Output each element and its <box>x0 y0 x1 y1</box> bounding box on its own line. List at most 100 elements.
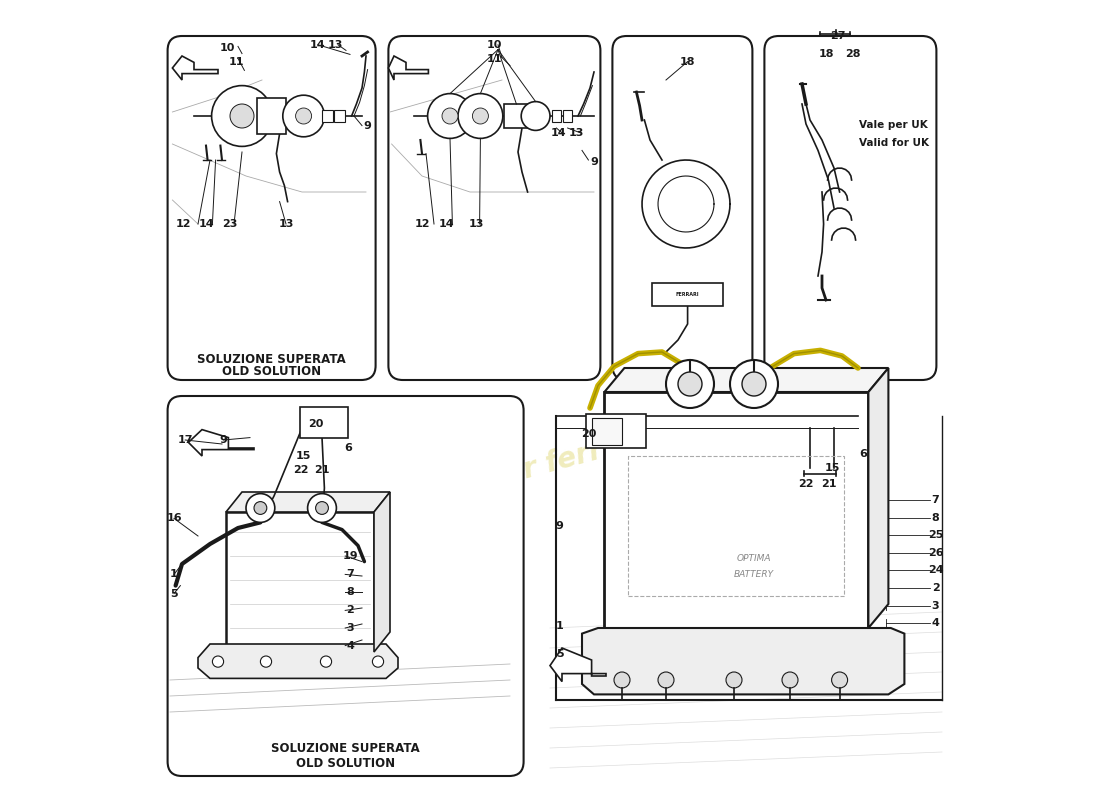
Text: 9: 9 <box>556 522 563 531</box>
Text: OLD SOLUTION: OLD SOLUTION <box>296 757 395 770</box>
Text: 20: 20 <box>308 419 323 429</box>
FancyBboxPatch shape <box>613 36 752 380</box>
Bar <box>334 110 345 122</box>
Circle shape <box>521 102 550 130</box>
Text: 13: 13 <box>278 219 294 229</box>
Text: 13: 13 <box>469 219 484 229</box>
Circle shape <box>230 104 254 128</box>
Text: SOLUZIONE SUPERATA: SOLUZIONE SUPERATA <box>197 353 346 366</box>
Bar <box>551 110 561 122</box>
Bar <box>563 110 572 122</box>
Text: 16: 16 <box>166 514 182 523</box>
Text: OLD SOLUTION: OLD SOLUTION <box>222 365 321 378</box>
Text: 5: 5 <box>556 649 563 658</box>
Text: 24: 24 <box>927 566 944 575</box>
Bar <box>604 392 868 628</box>
Text: 21: 21 <box>315 465 330 474</box>
Text: 14: 14 <box>309 40 324 50</box>
Text: 19: 19 <box>342 551 358 561</box>
Text: 8: 8 <box>932 513 939 522</box>
Text: 8: 8 <box>346 587 354 597</box>
Circle shape <box>726 672 742 688</box>
Bar <box>226 512 374 652</box>
Text: 26: 26 <box>927 548 944 558</box>
Bar <box>628 456 845 596</box>
Polygon shape <box>374 492 390 652</box>
Text: 14: 14 <box>438 219 454 229</box>
Circle shape <box>316 502 329 514</box>
Text: passion for ferraris.com: passion for ferraris.com <box>365 402 735 526</box>
Text: 9: 9 <box>364 121 372 130</box>
Text: 17: 17 <box>177 435 192 445</box>
Text: 11: 11 <box>229 58 244 67</box>
Circle shape <box>742 372 766 396</box>
Polygon shape <box>198 644 398 678</box>
Bar <box>652 283 723 306</box>
Text: BATTERY: BATTERY <box>734 570 774 579</box>
Circle shape <box>782 672 797 688</box>
Text: 3: 3 <box>932 601 939 610</box>
Text: 4: 4 <box>346 641 354 650</box>
Circle shape <box>614 672 630 688</box>
Text: 11: 11 <box>486 54 502 64</box>
Polygon shape <box>582 628 904 694</box>
Text: 1: 1 <box>170 570 178 579</box>
Text: 21: 21 <box>821 479 836 489</box>
Text: 3: 3 <box>346 623 354 633</box>
Circle shape <box>254 502 267 514</box>
Text: 12: 12 <box>415 219 430 229</box>
Text: 14: 14 <box>550 128 565 138</box>
Polygon shape <box>173 56 218 80</box>
Polygon shape <box>388 56 428 80</box>
Text: OPTIMA: OPTIMA <box>737 554 771 563</box>
Polygon shape <box>868 368 889 628</box>
Text: 2: 2 <box>346 606 354 615</box>
Text: FERRARI: FERRARI <box>675 292 700 297</box>
Circle shape <box>320 656 331 667</box>
Text: 20: 20 <box>581 429 596 438</box>
Text: 28: 28 <box>845 49 860 58</box>
Circle shape <box>246 494 275 522</box>
Text: 10: 10 <box>220 43 235 53</box>
Circle shape <box>261 656 272 667</box>
Circle shape <box>472 108 488 124</box>
Circle shape <box>678 372 702 396</box>
Bar <box>322 110 333 122</box>
Text: 10: 10 <box>486 40 502 50</box>
Text: 14: 14 <box>198 219 213 229</box>
Text: 4: 4 <box>932 618 939 628</box>
FancyBboxPatch shape <box>167 396 524 776</box>
Circle shape <box>428 94 472 138</box>
Text: 18: 18 <box>818 49 834 58</box>
Text: 5: 5 <box>170 589 178 598</box>
FancyBboxPatch shape <box>388 36 601 380</box>
Circle shape <box>730 360 778 408</box>
Text: Vale per UK: Vale per UK <box>859 120 927 130</box>
Text: 23: 23 <box>222 219 238 229</box>
Text: 1: 1 <box>556 621 563 630</box>
Bar <box>257 98 286 134</box>
Circle shape <box>212 656 223 667</box>
Text: 22: 22 <box>799 479 814 489</box>
Polygon shape <box>550 648 606 682</box>
Bar <box>592 418 622 445</box>
FancyBboxPatch shape <box>167 36 375 380</box>
Text: 6: 6 <box>344 443 352 453</box>
Polygon shape <box>188 430 254 456</box>
Text: 15: 15 <box>825 463 840 473</box>
Text: 7: 7 <box>346 570 354 579</box>
Text: 22: 22 <box>293 465 308 474</box>
Polygon shape <box>226 492 390 512</box>
Bar <box>504 104 528 128</box>
Text: SOLUZIONE SUPERATA: SOLUZIONE SUPERATA <box>271 742 419 755</box>
Text: 13: 13 <box>569 128 584 138</box>
Text: 6: 6 <box>860 450 868 459</box>
Circle shape <box>373 656 384 667</box>
Text: 2: 2 <box>932 583 939 593</box>
Circle shape <box>458 94 503 138</box>
Circle shape <box>296 108 311 124</box>
Text: 13: 13 <box>328 40 343 50</box>
Circle shape <box>658 672 674 688</box>
Text: 9: 9 <box>220 435 228 445</box>
Polygon shape <box>604 368 889 392</box>
